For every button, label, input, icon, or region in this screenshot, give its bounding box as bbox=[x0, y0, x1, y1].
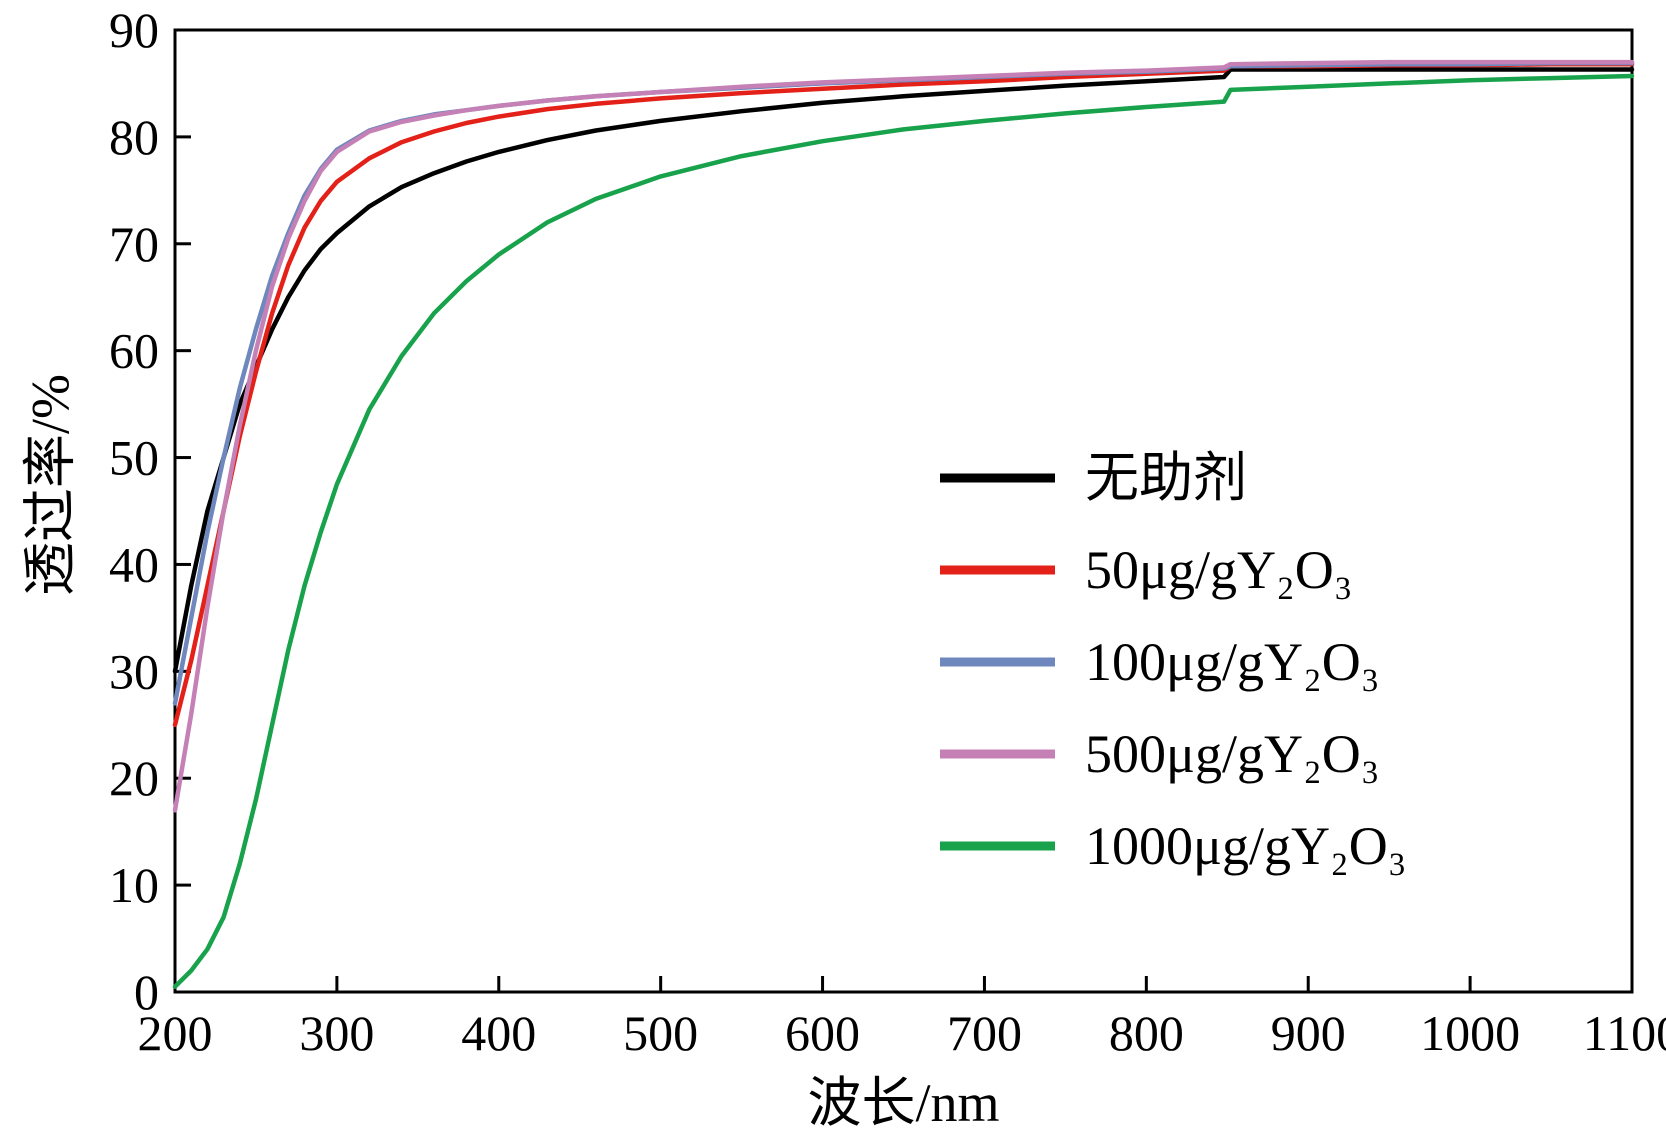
x-tick-label: 500 bbox=[623, 1005, 698, 1061]
series-line-3 bbox=[172, 59, 1635, 813]
x-tick-label: 1000 bbox=[1420, 1005, 1520, 1061]
series-line-2 bbox=[172, 60, 1635, 706]
y-axis-label: 透过率/% bbox=[20, 374, 81, 596]
y-tick-label: 50 bbox=[109, 430, 159, 486]
x-tick-label: 200 bbox=[138, 1005, 213, 1061]
legend-label-2: 100μg/gY₂O₃ bbox=[1085, 632, 1380, 692]
x-tick-label: 400 bbox=[461, 1005, 536, 1061]
plot-frame bbox=[173, 28, 1634, 994]
x-tick-label: 800 bbox=[1109, 1005, 1184, 1061]
x-tick-label: 900 bbox=[1271, 1005, 1346, 1061]
series-line-4 bbox=[172, 73, 1635, 989]
x-tick-label: 600 bbox=[785, 1005, 860, 1061]
y-tick-label: 10 bbox=[109, 857, 159, 913]
legend-label-3: 500μg/gY₂O₃ bbox=[1085, 724, 1380, 784]
legend-label-1: 50μg/gY₂O₃ bbox=[1085, 540, 1353, 600]
y-tick-label: 60 bbox=[109, 323, 159, 379]
legend-label-0: 无助剂 bbox=[1085, 448, 1247, 508]
legend-label-4: 1000μg/gY₂O₃ bbox=[1085, 816, 1407, 876]
y-tick-label: 30 bbox=[109, 643, 159, 699]
x-tick-label: 300 bbox=[299, 1005, 374, 1061]
y-tick-label: 80 bbox=[109, 109, 159, 165]
y-tick-label: 90 bbox=[109, 2, 159, 58]
series-line-1 bbox=[172, 61, 1635, 728]
x-axis-label: 波长/nm bbox=[807, 1073, 1000, 1133]
x-tick-label: 700 bbox=[947, 1005, 1022, 1061]
y-tick-label: 20 bbox=[109, 750, 159, 806]
y-tick-label: 70 bbox=[109, 216, 159, 272]
y-tick-label: 0 bbox=[134, 964, 159, 1020]
y-tick-label: 40 bbox=[109, 536, 159, 592]
